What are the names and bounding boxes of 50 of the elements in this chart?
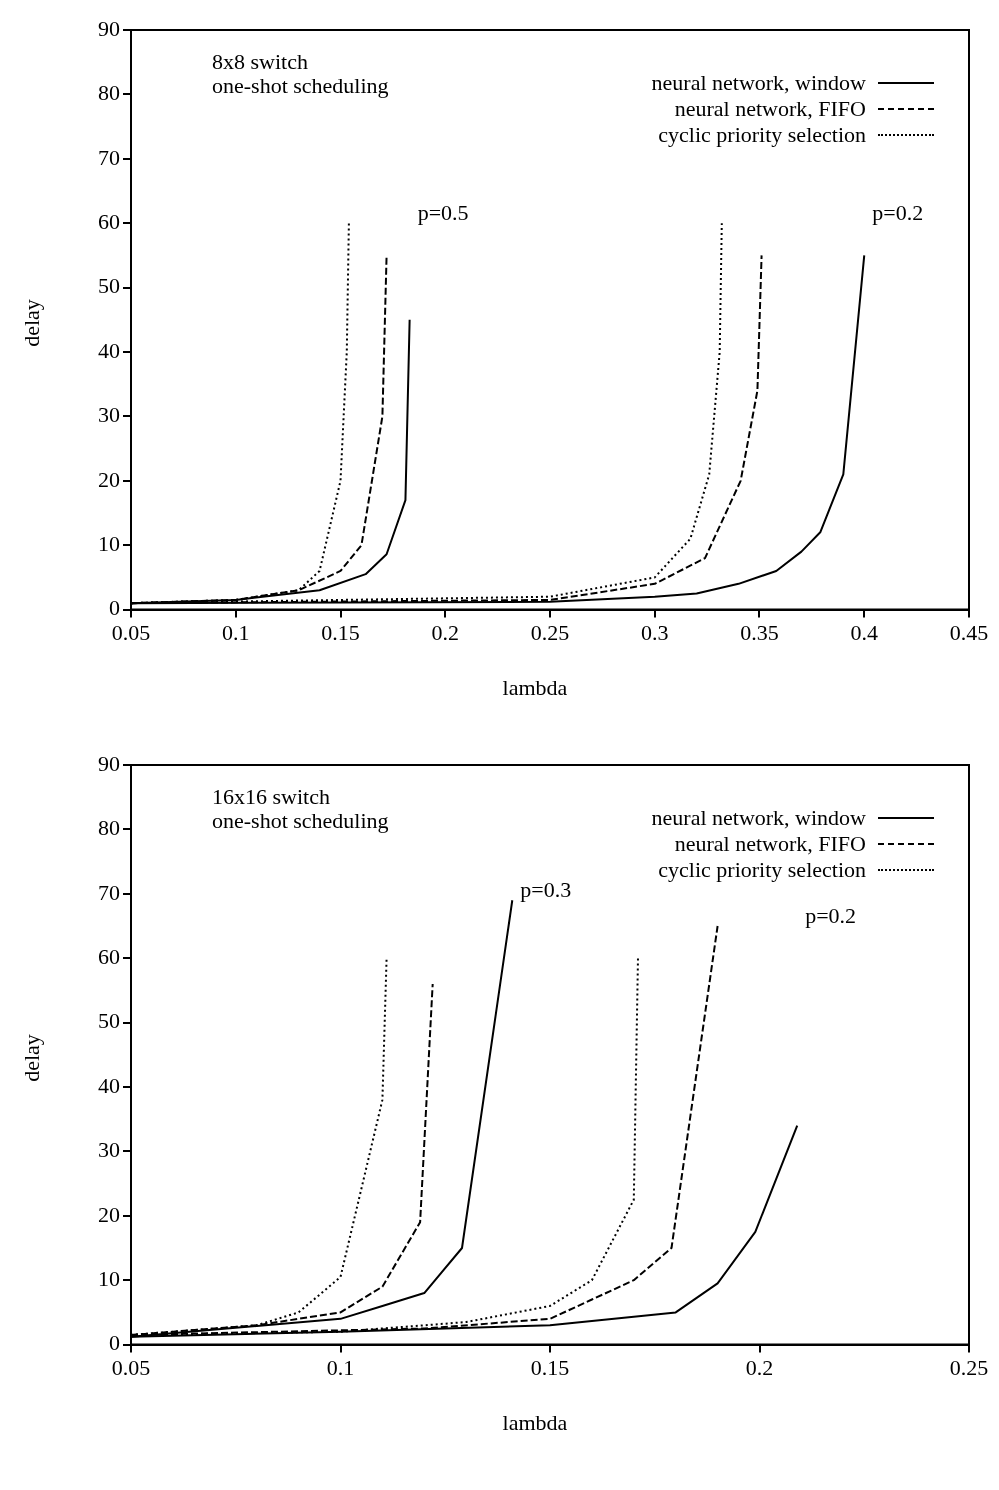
y-tick-label: 70 — [98, 879, 120, 905]
x-tick-label: 0.05 — [111, 619, 151, 645]
y-tick-label: 20 — [98, 1201, 120, 1227]
legend-label: neural network, FIFO — [674, 96, 866, 122]
text: 8x8 switch one-shot scheduling — [212, 49, 389, 98]
y-tick-label: 90 — [98, 750, 120, 776]
y-tick-label: 20 — [98, 466, 120, 492]
annotation: p=0.3 — [520, 877, 572, 903]
y-tick-label: 90 — [98, 15, 120, 41]
x-axis-title: lambda — [501, 675, 569, 701]
legend-label: neural network, window — [651, 70, 866, 96]
x-tick-label: 0.4 — [850, 619, 878, 645]
x-tick-label: 0.05 — [111, 1354, 151, 1380]
y-tick-label: 10 — [98, 1265, 120, 1291]
y-tick-label: 70 — [98, 144, 120, 170]
x-tick-label: 0.15 — [530, 1354, 570, 1380]
y-tick-label: 50 — [98, 1008, 120, 1034]
legend-label: cyclic priority selection — [658, 857, 866, 883]
legend-label: neural network, window — [651, 805, 866, 831]
x-tick-label: 0.25 — [530, 619, 570, 645]
x-tick-label: 0.15 — [321, 619, 360, 645]
y-tick-label: 80 — [98, 80, 120, 106]
y-tick-label: 50 — [98, 273, 120, 299]
annotation: p=0.2 — [805, 902, 857, 928]
y-tick-label: 0 — [109, 1330, 120, 1356]
y-axis-title: delay — [18, 299, 45, 347]
x-tick-label: 0.2 — [431, 619, 459, 645]
x-tick-label: 0.45 — [949, 619, 989, 645]
x-tick-label: 0.35 — [740, 619, 779, 645]
legend-label: cyclic priority selection — [658, 122, 866, 148]
y-tick-label: 30 — [98, 402, 120, 428]
x-tick-label: 0.25 — [949, 1354, 989, 1380]
y-tick-label: 10 — [98, 530, 120, 556]
y-tick-label: 30 — [98, 1137, 120, 1163]
y-tick-label: 80 — [98, 815, 120, 841]
y-axis-title: delay — [18, 1034, 45, 1082]
legend-label: neural network, FIFO — [674, 831, 866, 857]
text: 16x16 switch one-shot scheduling — [212, 784, 389, 833]
x-axis-title: lambda — [501, 1410, 569, 1436]
x-tick-label: 0.1 — [222, 619, 250, 645]
y-tick-label: 40 — [98, 337, 120, 363]
y-tick-label: 60 — [98, 208, 120, 234]
y-tick-label: 0 — [109, 595, 120, 621]
x-tick-label: 0.2 — [745, 1354, 774, 1380]
x-tick-label: 0.1 — [326, 1354, 355, 1380]
annotation: p=0.2 — [872, 199, 924, 225]
y-tick-label: 40 — [98, 1072, 120, 1098]
annotation: p=0.5 — [417, 199, 469, 225]
x-tick-label: 0.3 — [641, 619, 669, 645]
y-tick-label: 60 — [98, 943, 120, 969]
